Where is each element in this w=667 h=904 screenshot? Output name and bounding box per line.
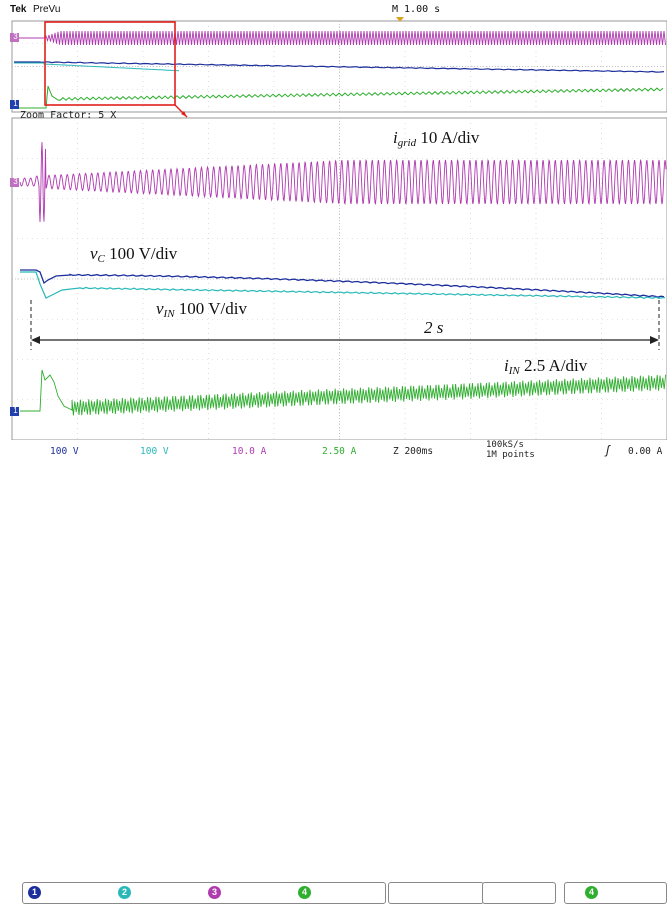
oscilloscope-display — [10, 17, 667, 441]
vin-subscript: IN — [163, 308, 175, 320]
ch3-marker-label-zoom: 3 — [13, 177, 18, 186]
trigger-source-chip: 4 — [585, 886, 598, 899]
zoom-vc-trace — [20, 269, 665, 298]
igrid-scale: 10 A/div — [416, 128, 480, 147]
timebase-label[interactable]: M 1.00 s — [392, 4, 441, 15]
ch1-chip[interactable]: 1 — [28, 886, 41, 899]
iin-scale: 2.5 A/div — [519, 356, 588, 375]
ch3-marker-zoom[interactable] — [10, 178, 19, 187]
iin-annotation: iIN 2.5 A/div — [504, 356, 587, 377]
zoom-iin-trace — [20, 369, 667, 416]
ch1-marker-label-overview: 1 — [13, 99, 18, 108]
ch3-marker-overview[interactable] — [10, 33, 19, 42]
igrid-subscript: grid — [397, 137, 417, 149]
vc-scale: 100 V/div — [104, 244, 178, 263]
zoom-vin-trace — [20, 271, 666, 300]
duration-annotation: 2 s — [424, 318, 443, 338]
status-bar: 1 100 V 2 100 V 3 10.0 A 4 2.50 A Z 200m… — [0, 440, 667, 904]
zoom-time-box[interactable] — [388, 882, 484, 904]
igrid-annotation: igrid 10 A/div — [393, 128, 479, 149]
overview-traces — [14, 30, 666, 109]
mode-label: PreVu — [33, 4, 61, 15]
vin-scale: 100 V/div — [174, 299, 247, 318]
igrid-symbol: i — [393, 128, 398, 147]
zoom-traces — [19, 142, 667, 416]
overview-vc-trace — [14, 61, 665, 73]
ch3-scale: 10.0 A — [232, 446, 267, 457]
sample-rate: 100kS/s — [486, 440, 524, 450]
ch1-marker-zoom[interactable] — [10, 407, 19, 416]
vin-annotation: vIN 100 V/div — [156, 299, 247, 320]
overview-igrid-trace — [15, 30, 666, 46]
zoom-igrid-trace — [19, 142, 667, 223]
zoom-pointer-arrowhead — [181, 111, 187, 117]
ch4-chip[interactable]: 4 — [298, 886, 311, 899]
duration-label: 2 s — [424, 318, 444, 337]
overview-vin-trace — [14, 62, 180, 72]
span-arrow-right-head — [650, 336, 659, 344]
trigger-level: 0.00 A — [628, 446, 663, 457]
ch1-scale: 100 V — [50, 446, 79, 457]
brand-label: Tek — [10, 4, 27, 15]
zoom-region-box[interactable] — [44, 21, 176, 106]
trigger-box[interactable] — [564, 882, 667, 904]
iin-symbol: i — [504, 356, 509, 375]
ch3-marker-label-overview: 3 — [13, 32, 18, 41]
ch1-marker-label-zoom: 1 — [13, 406, 18, 415]
span-arrow-left-head — [31, 336, 40, 344]
vc-symbol: v — [90, 244, 98, 263]
ch3-chip[interactable]: 3 — [208, 886, 221, 899]
channel-readout-box — [22, 882, 386, 904]
ch2-scale: 100 V — [140, 446, 169, 457]
vin-symbol: v — [156, 299, 164, 318]
ch1-marker-overview[interactable] — [10, 100, 19, 109]
iin-subscript: IN — [508, 365, 520, 377]
zoom-time-readout: Z 200ms — [393, 446, 434, 457]
vc-annotation: vC 100 V/div — [90, 244, 177, 265]
zoom-factor-label: Zoom Factor: 5 X — [20, 110, 117, 121]
record-length: 1M points — [486, 450, 535, 460]
ch4-scale: 2.50 A — [322, 446, 357, 457]
acquisition-box[interactable] — [482, 882, 556, 904]
trigger-edge-icon: ʃ — [606, 443, 610, 457]
overview-iin-trace — [14, 85, 664, 109]
vc-subscript: C — [97, 253, 105, 265]
trigger-position-marker — [396, 17, 404, 22]
ch2-chip[interactable]: 2 — [118, 886, 131, 899]
